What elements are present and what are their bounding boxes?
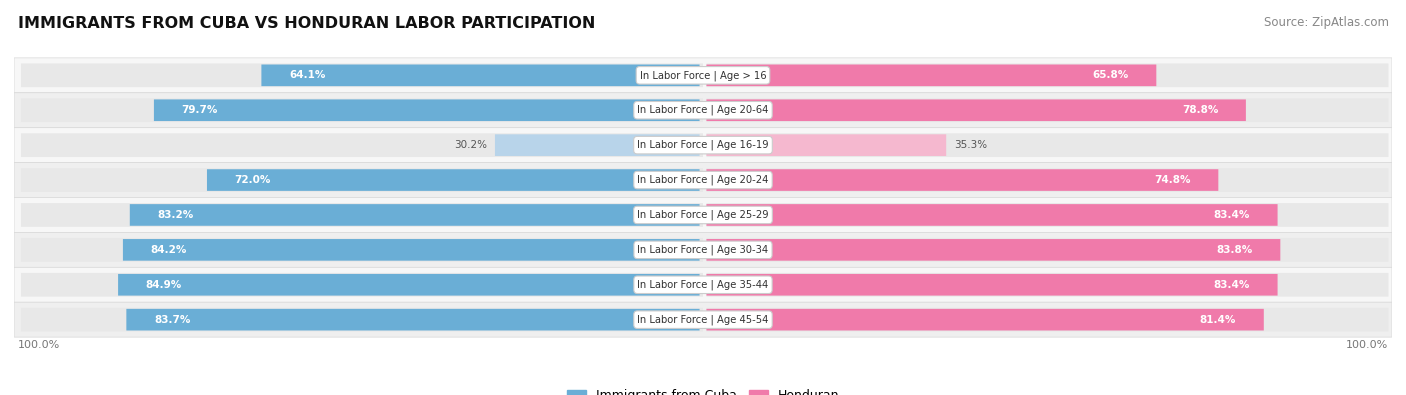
Text: 74.8%: 74.8% [1154, 175, 1191, 185]
FancyBboxPatch shape [127, 309, 700, 331]
FancyBboxPatch shape [14, 198, 1392, 232]
FancyBboxPatch shape [122, 239, 700, 261]
FancyBboxPatch shape [706, 204, 1278, 226]
Text: 83.4%: 83.4% [1213, 280, 1250, 290]
FancyBboxPatch shape [14, 267, 1392, 302]
FancyBboxPatch shape [14, 93, 1392, 128]
FancyBboxPatch shape [21, 308, 703, 331]
Text: In Labor Force | Age 20-64: In Labor Force | Age 20-64 [637, 105, 769, 115]
Text: In Labor Force | Age 30-34: In Labor Force | Age 30-34 [637, 245, 769, 255]
Text: In Labor Force | Age 25-29: In Labor Force | Age 25-29 [637, 210, 769, 220]
Text: 83.7%: 83.7% [153, 315, 190, 325]
FancyBboxPatch shape [118, 274, 700, 295]
FancyBboxPatch shape [706, 168, 1389, 192]
Text: 35.3%: 35.3% [955, 140, 987, 150]
Text: 83.4%: 83.4% [1213, 210, 1250, 220]
FancyBboxPatch shape [706, 134, 946, 156]
FancyBboxPatch shape [262, 64, 700, 86]
FancyBboxPatch shape [21, 98, 703, 122]
FancyBboxPatch shape [21, 64, 703, 87]
Text: 30.2%: 30.2% [454, 140, 486, 150]
FancyBboxPatch shape [14, 128, 1392, 163]
FancyBboxPatch shape [706, 309, 1264, 331]
FancyBboxPatch shape [21, 168, 703, 192]
FancyBboxPatch shape [207, 169, 700, 191]
Text: 78.8%: 78.8% [1182, 105, 1219, 115]
FancyBboxPatch shape [706, 239, 1281, 261]
Legend: Immigrants from Cuba, Honduran: Immigrants from Cuba, Honduran [562, 384, 844, 395]
Text: 83.8%: 83.8% [1216, 245, 1253, 255]
FancyBboxPatch shape [14, 163, 1392, 198]
FancyBboxPatch shape [706, 64, 1389, 87]
FancyBboxPatch shape [21, 133, 703, 157]
FancyBboxPatch shape [21, 238, 703, 262]
FancyBboxPatch shape [14, 232, 1392, 267]
Text: 81.4%: 81.4% [1199, 315, 1236, 325]
FancyBboxPatch shape [706, 64, 1156, 86]
FancyBboxPatch shape [14, 58, 1392, 93]
Text: In Labor Force | Age 16-19: In Labor Force | Age 16-19 [637, 140, 769, 150]
FancyBboxPatch shape [706, 274, 1278, 295]
Text: 84.2%: 84.2% [150, 245, 187, 255]
FancyBboxPatch shape [129, 204, 700, 226]
FancyBboxPatch shape [706, 100, 1246, 121]
FancyBboxPatch shape [706, 273, 1389, 297]
Text: In Labor Force | Age 20-24: In Labor Force | Age 20-24 [637, 175, 769, 185]
Text: 100.0%: 100.0% [17, 340, 59, 350]
FancyBboxPatch shape [706, 133, 1389, 157]
Text: 84.9%: 84.9% [146, 280, 181, 290]
Text: IMMIGRANTS FROM CUBA VS HONDURAN LABOR PARTICIPATION: IMMIGRANTS FROM CUBA VS HONDURAN LABOR P… [18, 16, 596, 31]
Text: 100.0%: 100.0% [1347, 340, 1389, 350]
FancyBboxPatch shape [706, 308, 1389, 331]
FancyBboxPatch shape [495, 134, 700, 156]
Text: 65.8%: 65.8% [1092, 70, 1129, 80]
FancyBboxPatch shape [153, 100, 700, 121]
Text: Source: ZipAtlas.com: Source: ZipAtlas.com [1264, 16, 1389, 29]
FancyBboxPatch shape [706, 169, 1219, 191]
Text: 72.0%: 72.0% [235, 175, 271, 185]
Text: 79.7%: 79.7% [181, 105, 218, 115]
FancyBboxPatch shape [14, 302, 1392, 337]
Text: In Labor Force | Age > 16: In Labor Force | Age > 16 [640, 70, 766, 81]
FancyBboxPatch shape [21, 203, 703, 227]
FancyBboxPatch shape [706, 238, 1389, 262]
Text: 64.1%: 64.1% [290, 70, 325, 80]
Text: In Labor Force | Age 45-54: In Labor Force | Age 45-54 [637, 314, 769, 325]
Text: In Labor Force | Age 35-44: In Labor Force | Age 35-44 [637, 280, 769, 290]
Text: 83.2%: 83.2% [157, 210, 194, 220]
FancyBboxPatch shape [706, 203, 1389, 227]
FancyBboxPatch shape [706, 98, 1389, 122]
FancyBboxPatch shape [21, 273, 703, 297]
